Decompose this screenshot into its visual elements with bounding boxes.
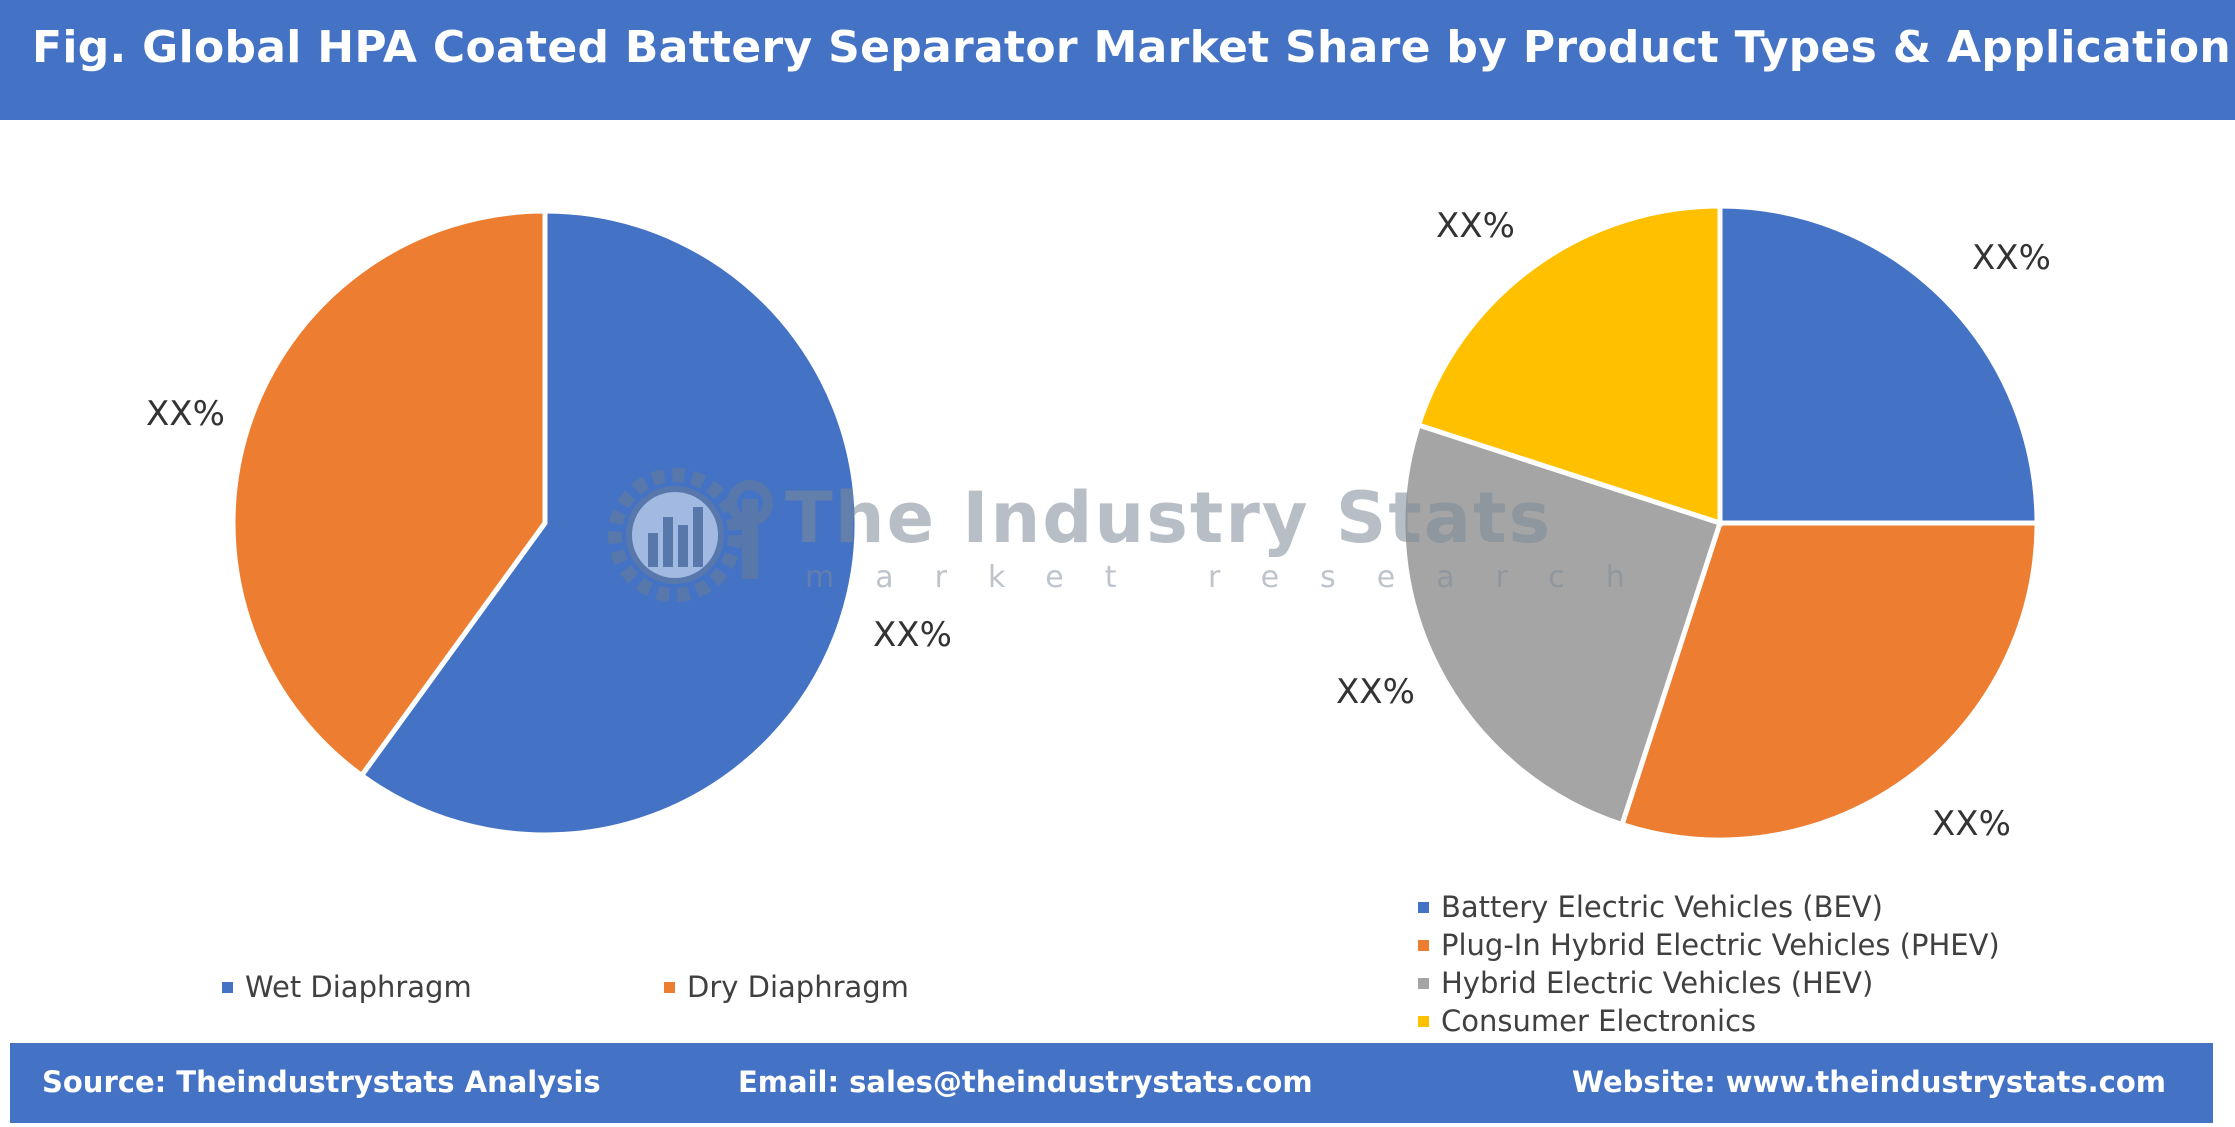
legend-swatch — [222, 981, 233, 993]
legend-label: Wet Diaphragm — [245, 970, 472, 1004]
legend-label: Hybrid Electric Vehicles (HEV) — [1441, 966, 1874, 1000]
footer-email: Email: sales@theindustrystats.com — [738, 1065, 1313, 1099]
legend-item-consumer-electronics: Consumer Electronics — [1418, 1004, 1756, 1038]
footer-website: Website: www.theindustrystats.com — [1572, 1065, 2167, 1099]
header-bar: Fig. Global HPA Coated Battery Separator… — [0, 0, 2235, 120]
pie2-label-hev: XX% — [1336, 672, 1415, 712]
footer-bar: Source: Theindustrystats Analysis Email:… — [10, 1043, 2213, 1123]
legend-swatch — [1418, 977, 1429, 989]
application-pie — [1400, 203, 2040, 843]
legend-item-wet-diaphragm: Wet Diaphragm — [222, 970, 472, 1004]
legend-swatch — [664, 981, 675, 993]
legend-label: Dry Diaphragm — [687, 970, 909, 1004]
legend-swatch — [1418, 939, 1429, 951]
pie-slice-consumer-electronics — [1415, 203, 1723, 527]
legend-label: Battery Electric Vehicles (BEV) — [1441, 890, 1883, 924]
page-title: Fig. Global HPA Coated Battery Separator… — [32, 22, 2232, 73]
pie-slice-dry-diaphragm — [230, 208, 548, 779]
legend-label: Consumer Electronics — [1441, 1004, 1757, 1038]
legend-item-dry-diaphragm: Dry Diaphragm — [664, 970, 909, 1004]
pie2-label-phev: XX% — [1932, 804, 2011, 844]
legend-item-phev: Plug-In Hybrid Electric Vehicles (PHEV) — [1418, 928, 2000, 962]
legend-item-hev: Hybrid Electric Vehicles (HEV) — [1418, 966, 1873, 1000]
pie1-label-dry: XX% — [146, 394, 225, 434]
pie-slice-hybrid-electric-vehicles-hev — [1400, 421, 1724, 828]
legend-item-bev: Battery Electric Vehicles (BEV) — [1418, 890, 1883, 924]
product-type-pie — [230, 208, 860, 838]
legend-swatch — [1418, 1015, 1429, 1027]
legend-label: Plug-In Hybrid Electric Vehicles (PHEV) — [1441, 928, 2000, 962]
pie1-label-wet: XX% — [873, 615, 952, 655]
pie2-label-consumer: XX% — [1436, 206, 1515, 246]
pie2-label-bev: XX% — [1972, 238, 2051, 278]
pie-slice-battery-electric-vehicles-bev — [1717, 203, 2040, 526]
footer-source: Source: Theindustrystats Analysis — [42, 1065, 601, 1099]
pie-slice-plug-in-hybrid-electric-vehicles-phev — [1618, 520, 2040, 843]
legend-swatch — [1418, 901, 1429, 913]
